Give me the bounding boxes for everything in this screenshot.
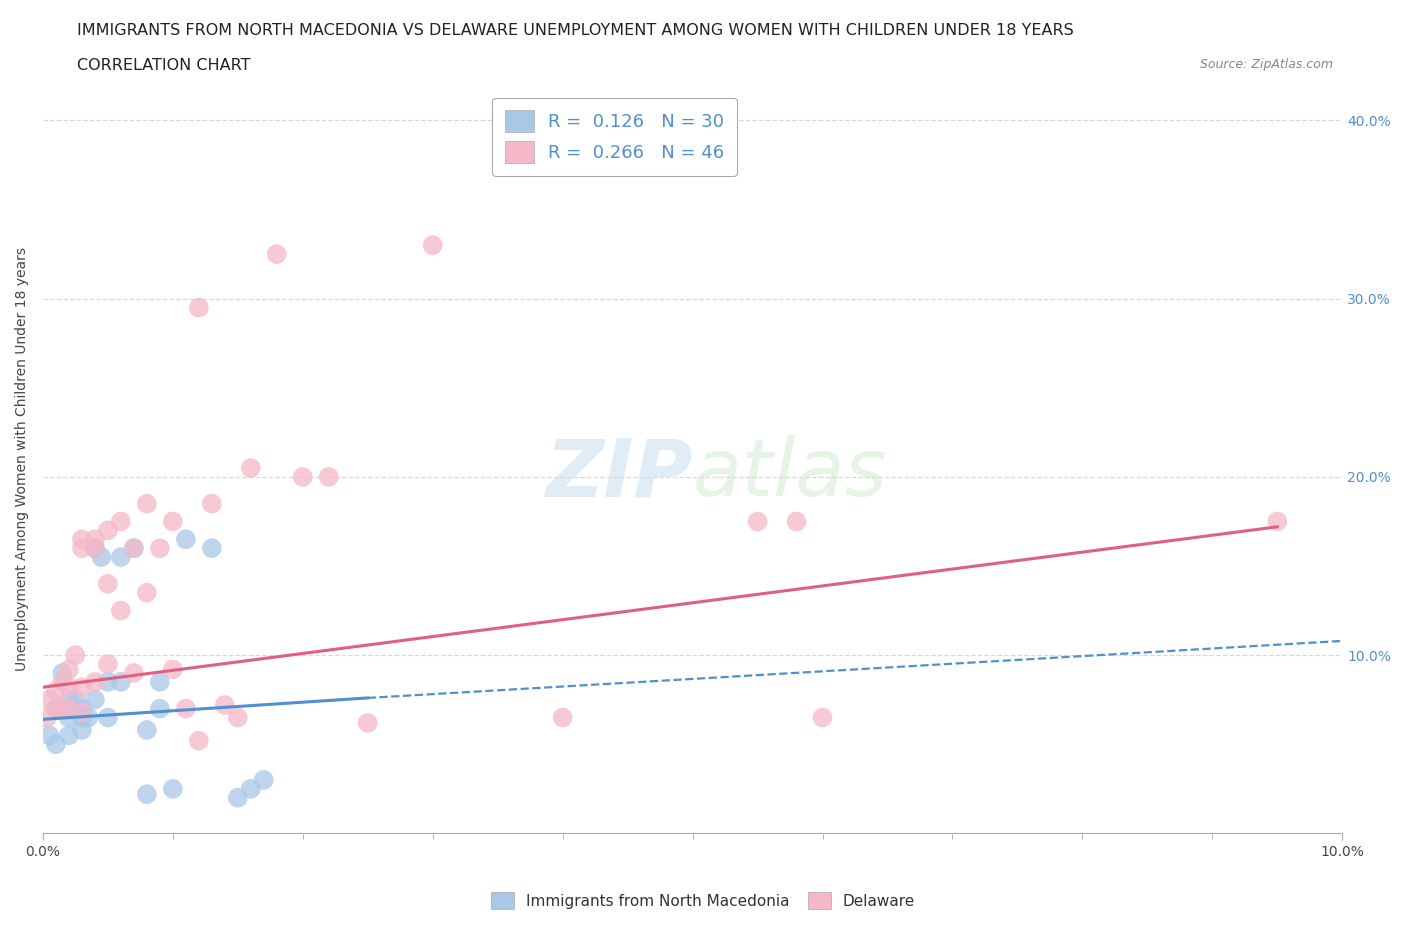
Point xyxy=(83,532,105,547)
Point xyxy=(239,781,262,796)
Point xyxy=(214,698,236,712)
Point xyxy=(747,514,769,529)
Point xyxy=(135,497,157,512)
Point xyxy=(187,733,209,748)
Point xyxy=(239,460,262,475)
Point xyxy=(122,540,145,555)
Point xyxy=(162,514,184,529)
Text: ZIP: ZIP xyxy=(546,435,693,513)
Point xyxy=(45,684,67,698)
Point xyxy=(90,550,112,565)
Point xyxy=(38,728,60,743)
Point xyxy=(45,701,67,716)
Point xyxy=(83,540,105,555)
Point xyxy=(174,532,197,547)
Point xyxy=(149,540,172,555)
Point xyxy=(58,711,80,725)
Point xyxy=(149,701,172,716)
Point xyxy=(77,711,100,725)
Point xyxy=(135,723,157,737)
Point xyxy=(97,523,120,538)
Point xyxy=(226,711,249,725)
Point xyxy=(110,674,132,689)
Point xyxy=(135,787,157,802)
Point xyxy=(187,300,209,315)
Point xyxy=(291,470,314,485)
Point xyxy=(51,666,73,681)
Point xyxy=(83,674,105,689)
Point xyxy=(65,692,87,707)
Point xyxy=(58,728,80,743)
Point xyxy=(97,577,120,591)
Point xyxy=(110,550,132,565)
Point xyxy=(201,540,224,555)
Point xyxy=(318,470,340,485)
Point xyxy=(97,657,120,671)
Point xyxy=(83,692,105,707)
Point xyxy=(38,692,60,707)
Point xyxy=(226,790,249,805)
Point xyxy=(811,711,834,725)
Point xyxy=(357,715,380,730)
Point xyxy=(45,737,67,751)
Point xyxy=(58,692,80,707)
Point xyxy=(97,674,120,689)
Point xyxy=(83,540,105,555)
Point xyxy=(266,246,288,261)
Point xyxy=(253,773,276,788)
Text: IMMIGRANTS FROM NORTH MACEDONIA VS DELAWARE UNEMPLOYMENT AMONG WOMEN WITH CHILDR: IMMIGRANTS FROM NORTH MACEDONIA VS DELAW… xyxy=(77,23,1074,38)
Point xyxy=(70,723,93,737)
Point xyxy=(162,781,184,796)
Point xyxy=(58,662,80,677)
Point xyxy=(135,585,157,600)
Point xyxy=(422,238,444,253)
Point xyxy=(97,711,120,725)
Legend: R =  0.126   N = 30, R =  0.266   N = 46: R = 0.126 N = 30, R = 0.266 N = 46 xyxy=(492,98,737,176)
Point xyxy=(70,680,93,695)
Legend: Immigrants from North Macedonia, Delaware: Immigrants from North Macedonia, Delawar… xyxy=(485,886,921,915)
Point xyxy=(110,604,132,618)
Point xyxy=(51,674,73,689)
Point xyxy=(551,711,574,725)
Point xyxy=(70,701,93,716)
Point xyxy=(35,711,58,725)
Point xyxy=(786,514,808,529)
Point xyxy=(174,701,197,716)
Point xyxy=(122,540,145,555)
Point xyxy=(162,662,184,677)
Point xyxy=(70,540,93,555)
Point xyxy=(58,680,80,695)
Point xyxy=(110,514,132,529)
Text: Source: ZipAtlas.com: Source: ZipAtlas.com xyxy=(1199,58,1333,71)
Point xyxy=(70,705,93,720)
Point xyxy=(45,701,67,716)
Point xyxy=(1265,514,1288,529)
Y-axis label: Unemployment Among Women with Children Under 18 years: Unemployment Among Women with Children U… xyxy=(15,247,30,671)
Point xyxy=(70,532,93,547)
Point xyxy=(70,711,93,725)
Text: CORRELATION CHART: CORRELATION CHART xyxy=(77,58,250,73)
Text: atlas: atlas xyxy=(693,435,887,513)
Point xyxy=(201,497,224,512)
Point xyxy=(65,647,87,662)
Point xyxy=(149,674,172,689)
Point xyxy=(58,701,80,716)
Point xyxy=(122,666,145,681)
Point xyxy=(51,701,73,716)
